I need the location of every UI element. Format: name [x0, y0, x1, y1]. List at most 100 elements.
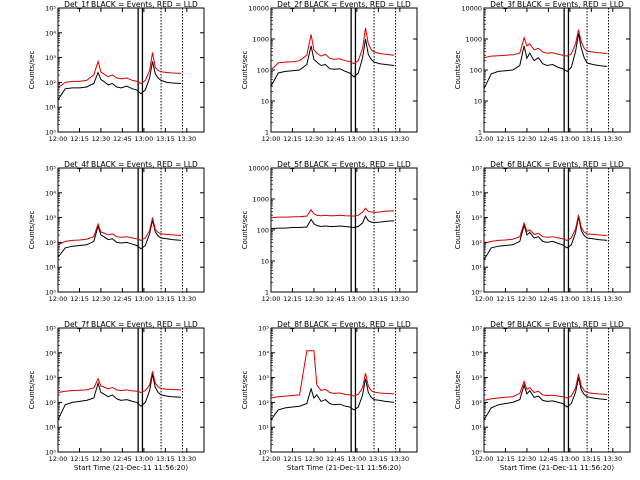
x-tick-label: 13:30: [177, 135, 196, 143]
series-line-lld: [270, 350, 395, 399]
x-tick-label: 13:15: [582, 455, 601, 463]
series-line-events: [57, 61, 182, 100]
y-tick-label: 10⁵: [258, 325, 269, 333]
x-tick-label: 12:45: [326, 295, 345, 303]
y-tick-label: 10²: [45, 239, 56, 247]
x-tick-label: 12:00: [49, 135, 68, 143]
x-tick-label: 12:45: [539, 295, 558, 303]
x-tick-label: 13:15: [369, 455, 388, 463]
y-tick-label: 10⁰: [258, 449, 269, 457]
series-line-events: [57, 219, 182, 258]
chart-title: Det_7f BLACK = Events, RED = LLD: [64, 320, 198, 329]
chart-title: Det_3f BLACK = Events, RED = LLD: [490, 0, 624, 9]
chart-title: Det_1f BLACK = Events, RED = LLD: [64, 0, 198, 9]
series-line-lld: [270, 27, 395, 71]
x-tick-label: 12:15: [70, 455, 89, 463]
y-tick-label: 10¹: [45, 264, 56, 272]
x-tick-label: 12:30: [518, 135, 537, 143]
plot-frame: [270, 327, 418, 453]
x-tick-label: 12:45: [113, 455, 132, 463]
series-line-events: [270, 378, 395, 420]
y-tick-label: 1000: [252, 36, 269, 44]
x-tick-label: 13:15: [156, 135, 175, 143]
x-tick-label: 13:15: [369, 295, 388, 303]
series-line-events: [483, 216, 608, 260]
y-tick-label: 10³: [471, 374, 482, 382]
y-tick-label: 10³: [258, 374, 269, 382]
plot-frame: [57, 167, 205, 293]
x-tick-label: 12:15: [283, 295, 302, 303]
x-tick-label: 13:00: [348, 455, 367, 463]
y-tick-label: 10⁰: [471, 449, 482, 457]
y-tick-label: 100: [257, 67, 269, 75]
y-tick-label: 10¹: [45, 104, 56, 112]
x-tick-label: 12:15: [283, 455, 302, 463]
x-tick-label: 13:30: [390, 455, 409, 463]
y-tick-label: 100: [257, 227, 269, 235]
x-axis-label: Start Time (21-Dec-11 11:56:20): [287, 464, 401, 472]
y-tick-label: 1: [265, 129, 269, 137]
x-tick-label: 12:45: [326, 135, 345, 143]
y-tick-label: 1: [478, 129, 482, 137]
y-tick-label: 10: [474, 98, 482, 106]
y-tick-label: 10²: [471, 399, 482, 407]
y-tick-label: 10³: [45, 374, 56, 382]
y-axis-label: Counts/sec: [28, 371, 36, 410]
panel-det-6: Det_6f BLACK = Events, RED = LLD Counts/s…: [454, 160, 631, 303]
x-tick-label: 12:30: [305, 135, 324, 143]
x-tick-label: 12:30: [518, 455, 537, 463]
y-tick-label: 10⁵: [471, 325, 482, 333]
x-tick-label: 13:00: [135, 295, 154, 303]
y-tick-label: 10⁵: [45, 5, 56, 13]
x-tick-label: 12:15: [496, 295, 515, 303]
y-tick-label: 10⁰: [45, 129, 56, 137]
y-axis-label: Counts/sec: [28, 51, 36, 90]
x-tick-label: 13:00: [348, 135, 367, 143]
chart-title: Det_4f BLACK = Events, RED = LLD: [64, 160, 198, 169]
x-tick-label: 12:45: [539, 455, 558, 463]
x-tick-label: 12:00: [475, 455, 494, 463]
y-tick-label: 1000: [252, 196, 269, 204]
plot-frame: [483, 327, 631, 453]
x-tick-label: 12:30: [92, 455, 111, 463]
y-axis-label: Counts/sec: [241, 51, 249, 90]
x-tick-label: 12:45: [113, 295, 132, 303]
panel-det-1: Det_1f BLACK = Events, RED = LLD Counts/s…: [28, 0, 205, 143]
x-tick-label: 12:15: [70, 135, 89, 143]
series-line-lld: [270, 207, 395, 219]
x-tick-label: 13:15: [582, 135, 601, 143]
x-tick-label: 12:00: [475, 295, 494, 303]
x-tick-label: 13:30: [603, 295, 622, 303]
y-axis-label: Counts/sec: [241, 371, 249, 410]
y-tick-label: 10⁴: [258, 349, 269, 357]
y-tick-label: 10⁴: [45, 29, 56, 37]
x-tick-label: 12:30: [92, 135, 111, 143]
y-tick-label: 10³: [45, 214, 56, 222]
x-tick-label: 13:30: [177, 455, 196, 463]
x-tick-label: 13:00: [348, 295, 367, 303]
x-tick-label: 12:00: [49, 455, 68, 463]
panel-det-3: Det_3f BLACK = Events, RED = LLD Counts/s…: [454, 0, 631, 143]
series-line-lld: [57, 217, 182, 246]
x-tick-label: 13:30: [177, 295, 196, 303]
chart-title: Det_5f BLACK = Events, RED = LLD: [277, 160, 411, 169]
y-tick-label: 10²: [471, 239, 482, 247]
y-axis-label: Counts/sec: [454, 371, 462, 410]
series-line-events: [270, 38, 395, 87]
panel-det-5: Det_5f BLACK = Events, RED = LLD Counts/s…: [241, 160, 418, 303]
y-tick-label: 10⁰: [45, 449, 56, 457]
series-line-events: [57, 373, 182, 420]
y-tick-label: 10³: [471, 214, 482, 222]
x-tick-label: 12:00: [262, 135, 281, 143]
y-tick-label: 10⁴: [471, 349, 482, 357]
x-tick-label: 13:00: [561, 135, 580, 143]
x-tick-label: 12:15: [496, 135, 515, 143]
chart-title: Det_2f BLACK = Events, RED = LLD: [277, 0, 411, 9]
y-tick-label: 10⁰: [45, 289, 56, 297]
x-tick-label: 12:00: [262, 455, 281, 463]
y-tick-label: 10: [261, 98, 269, 106]
x-tick-label: 12:30: [305, 295, 324, 303]
y-tick-label: 10000: [248, 165, 269, 173]
x-tick-label: 12:15: [283, 135, 302, 143]
series-line-lld: [483, 373, 608, 401]
